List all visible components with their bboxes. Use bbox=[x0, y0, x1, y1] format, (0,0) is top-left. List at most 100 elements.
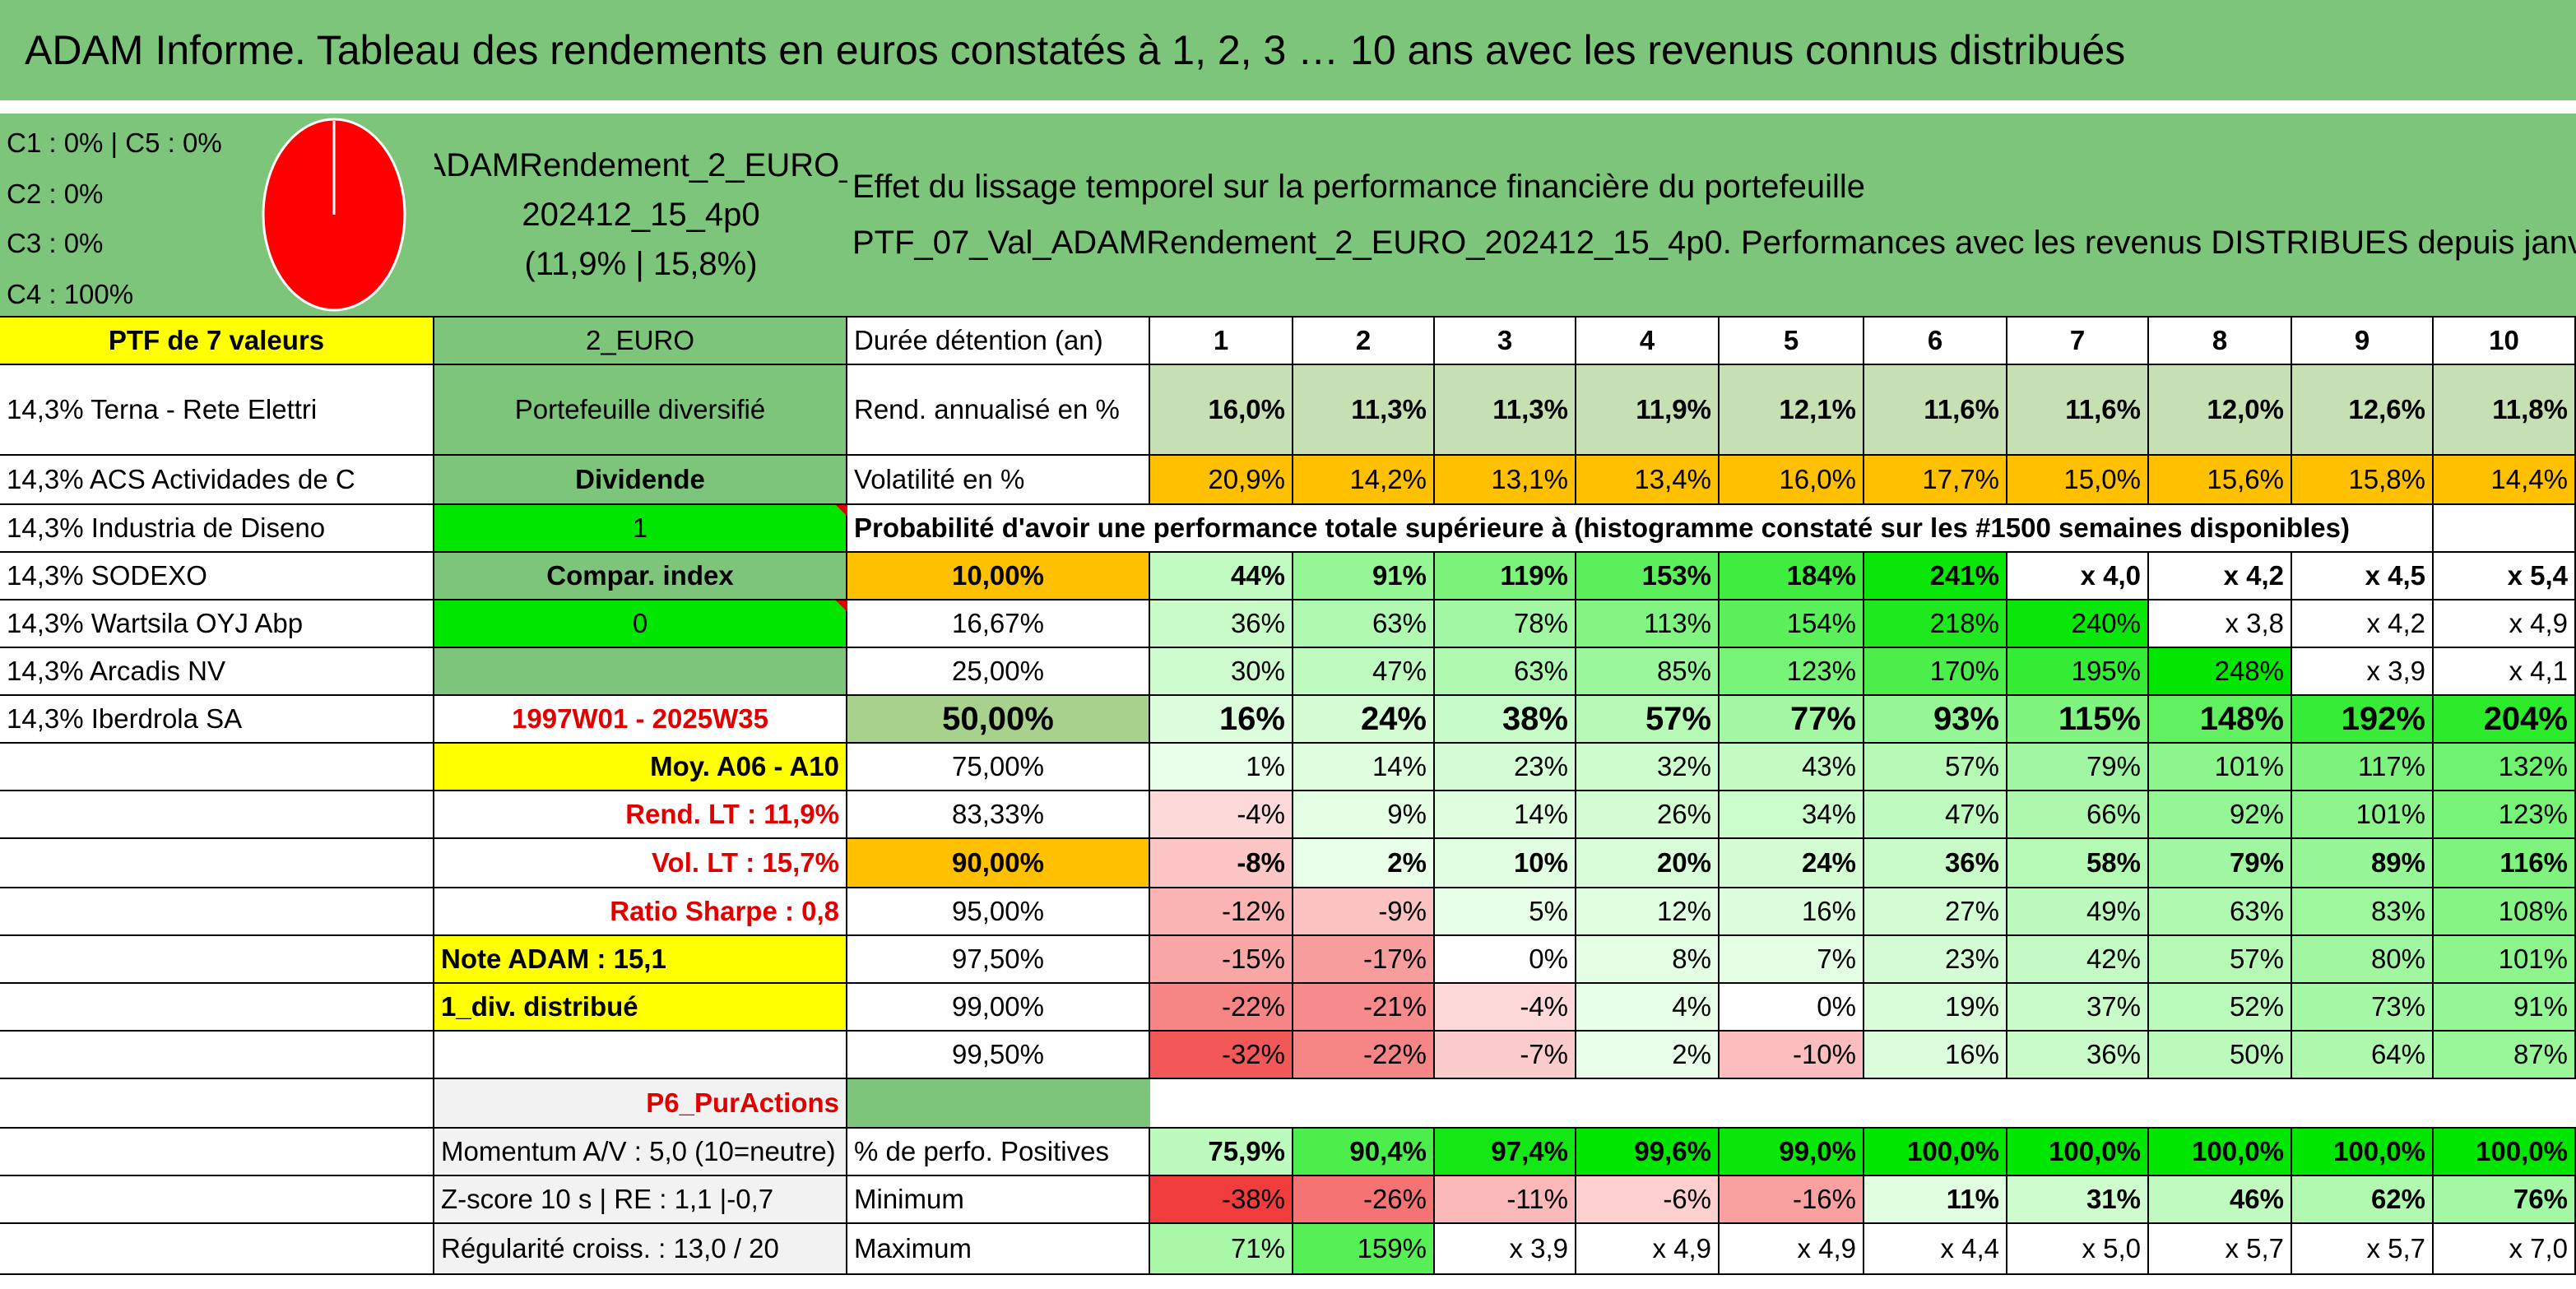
vol-value: 13,4% bbox=[1576, 456, 1720, 505]
probability-value: -22% bbox=[1150, 984, 1293, 1032]
probability-level: 75,00% bbox=[847, 744, 1150, 791]
maximum-value: x 5,7 bbox=[2292, 1224, 2434, 1275]
year-header: 10 bbox=[2434, 318, 2576, 365]
probability-value: 63% bbox=[1435, 648, 1576, 696]
rend-value: 11,9% bbox=[1576, 365, 1720, 456]
probability-value: 80% bbox=[2292, 936, 2434, 984]
compar-index-label: Compar. index bbox=[434, 553, 847, 600]
moy-label: Moy. A06 - A10 bbox=[434, 744, 847, 791]
probability-level: 50,00% bbox=[847, 696, 1150, 744]
probability-value: 91% bbox=[1293, 553, 1435, 600]
fund-name-line-3: (11,9% | 15,8%) bbox=[524, 246, 758, 282]
probability-value: 195% bbox=[2007, 648, 2149, 696]
comment-marker bbox=[836, 600, 847, 612]
probability-value: 34% bbox=[1720, 791, 1864, 839]
dividend-count: 1_div. distribué bbox=[434, 984, 847, 1032]
probability-value: 119% bbox=[1435, 553, 1576, 600]
probability-value: -8% bbox=[1150, 839, 1293, 888]
probability-value: 42% bbox=[2007, 936, 2149, 984]
maximum-value: x 4,9 bbox=[1720, 1224, 1864, 1275]
probability-value: 93% bbox=[1864, 696, 2007, 744]
effect-description: Effet du lissage temporel sur la perform… bbox=[847, 114, 2576, 316]
probability-value: 2% bbox=[1576, 1032, 1720, 1079]
probability-value: -7% bbox=[1435, 1032, 1576, 1079]
vol-value: 15,8% bbox=[2292, 456, 2434, 505]
probability-value: -12% bbox=[1150, 888, 1293, 936]
class-line-4: C4 : 100% bbox=[7, 279, 134, 309]
probability-level: 25,00% bbox=[847, 648, 1150, 696]
portfolio-header: PTF de 7 valeurs bbox=[0, 318, 434, 365]
probability-value: 117% bbox=[2292, 744, 2434, 791]
maximum-label: Maximum bbox=[847, 1224, 1150, 1275]
probability-value: 115% bbox=[2007, 696, 2149, 744]
fund-name-block: ADAMRendement_2_EURO_ 202412_15_4p0 (11,… bbox=[434, 114, 847, 316]
probability-value: x 4,2 bbox=[2149, 553, 2292, 600]
grid-top-border bbox=[0, 316, 2576, 318]
probability-value: 89% bbox=[2292, 839, 2434, 888]
probability-value: 52% bbox=[2149, 984, 2292, 1032]
fund-empty-green bbox=[434, 648, 847, 696]
probability-value: 241% bbox=[1864, 553, 2007, 600]
rend-value: 11,8% bbox=[2434, 365, 2576, 456]
probability-value: 16% bbox=[1720, 888, 1864, 936]
rend-value: 12,1% bbox=[1720, 365, 1864, 456]
positive-value: 100,0% bbox=[2434, 1129, 2576, 1176]
probability-value: 204% bbox=[2434, 696, 2576, 744]
probability-value: 30% bbox=[1150, 648, 1293, 696]
maximum-value: x 3,9 bbox=[1435, 1224, 1576, 1275]
probability-value: 47% bbox=[1864, 791, 2007, 839]
maximum-value: x 5,7 bbox=[2149, 1224, 2292, 1275]
effect-line-1: Effet du lissage temporel sur la perform… bbox=[852, 169, 1866, 205]
probability-value: x 4,5 bbox=[2292, 553, 2434, 600]
empty-cell bbox=[0, 936, 434, 984]
probability-value: 44% bbox=[1150, 553, 1293, 600]
probability-value: 92% bbox=[2149, 791, 2292, 839]
empty-cell bbox=[0, 1079, 434, 1129]
empty-cell bbox=[0, 744, 434, 791]
probability-value: 47% bbox=[1293, 648, 1435, 696]
probability-value: 0% bbox=[1435, 936, 1576, 984]
class-line-3: C3 : 0% bbox=[7, 228, 104, 258]
holding-row: 14,3% Industria de Diseno bbox=[0, 505, 434, 553]
year-header: 4 bbox=[1576, 318, 1720, 365]
vol-value: 15,6% bbox=[2149, 456, 2292, 505]
probability-value: x 4,2 bbox=[2292, 600, 2434, 648]
minimum-value: -38% bbox=[1150, 1176, 1293, 1224]
positive-value: 75,9% bbox=[1150, 1129, 1293, 1176]
probability-value: 14% bbox=[1435, 791, 1576, 839]
probability-value: 1% bbox=[1150, 744, 1293, 791]
class-line-2: C2 : 0% bbox=[7, 179, 104, 209]
probability-value: 14% bbox=[1293, 744, 1435, 791]
probability-value: 79% bbox=[2149, 839, 2292, 888]
vol-value: 16,0% bbox=[1720, 456, 1864, 505]
empty-cell bbox=[0, 839, 434, 888]
fund-flag-one: 1 bbox=[434, 505, 847, 553]
probability-value: 192% bbox=[2292, 696, 2434, 744]
rend-lt: Rend. LT : 11,9% bbox=[434, 791, 847, 839]
rend-label: Rend. annualisé en % bbox=[847, 365, 1150, 456]
probability-value: 36% bbox=[1864, 839, 2007, 888]
fund-code: 2_EURO bbox=[434, 318, 847, 365]
probability-level: 99,50% bbox=[847, 1032, 1150, 1079]
minimum-value: -6% bbox=[1576, 1176, 1720, 1224]
rend-value: 12,0% bbox=[2149, 365, 2292, 456]
probability-value: -4% bbox=[1150, 791, 1293, 839]
probability-value: 85% bbox=[1576, 648, 1720, 696]
probability-value: -32% bbox=[1150, 1032, 1293, 1079]
note-adam: Note ADAM : 15,1 bbox=[434, 936, 847, 984]
year-header: 6 bbox=[1864, 318, 2007, 365]
probability-value: 101% bbox=[2434, 936, 2576, 984]
vol-label: Volatilité en % bbox=[847, 456, 1150, 505]
vol-lt: Vol. LT : 15,7% bbox=[434, 839, 847, 888]
probability-value: 2% bbox=[1293, 839, 1435, 888]
probability-level: 16,67% bbox=[847, 600, 1150, 648]
probability-value: 73% bbox=[2292, 984, 2434, 1032]
probability-value: 4% bbox=[1576, 984, 1720, 1032]
positive-value: 99,0% bbox=[1720, 1129, 1864, 1176]
empty-cell bbox=[0, 888, 434, 936]
rend-value: 11,3% bbox=[1435, 365, 1576, 456]
year-header: 9 bbox=[2292, 318, 2434, 365]
year-header: 2 bbox=[1293, 318, 1435, 365]
probability-value: 101% bbox=[2149, 744, 2292, 791]
